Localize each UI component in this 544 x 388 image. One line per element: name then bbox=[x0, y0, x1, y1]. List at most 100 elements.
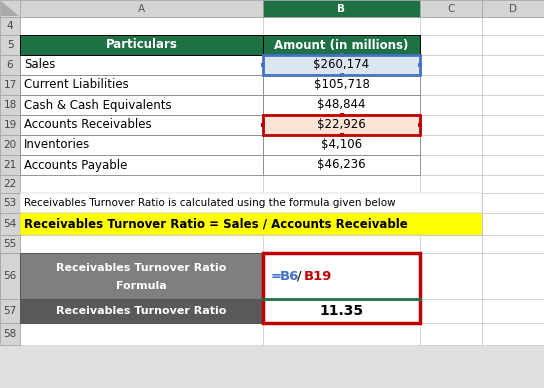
Bar bbox=[20, 115, 263, 135]
Text: 11.35: 11.35 bbox=[319, 304, 363, 318]
Bar bbox=[0, 299, 20, 323]
Polygon shape bbox=[1, 1, 19, 16]
Bar bbox=[20, 135, 263, 155]
Bar bbox=[261, 63, 265, 67]
Bar bbox=[482, 235, 544, 253]
Bar bbox=[263, 253, 420, 299]
Bar bbox=[20, 299, 263, 323]
Bar bbox=[20, 213, 482, 235]
Bar bbox=[339, 73, 343, 77]
Bar bbox=[420, 213, 482, 235]
Bar bbox=[420, 155, 482, 175]
Text: 19: 19 bbox=[3, 120, 17, 130]
Text: $46,236: $46,236 bbox=[317, 159, 366, 171]
Bar bbox=[420, 175, 482, 193]
Text: $48,844: $48,844 bbox=[317, 99, 366, 111]
Bar bbox=[420, 193, 482, 213]
Bar bbox=[339, 133, 343, 137]
Bar bbox=[263, 135, 420, 155]
Bar bbox=[0, 115, 20, 135]
Bar bbox=[482, 213, 544, 235]
Text: $105,718: $105,718 bbox=[313, 78, 369, 92]
Bar bbox=[482, 253, 544, 299]
Bar bbox=[20, 155, 263, 175]
Text: $260,174: $260,174 bbox=[313, 59, 369, 71]
Bar bbox=[420, 75, 482, 95]
Bar bbox=[0, 253, 20, 299]
Text: 22: 22 bbox=[3, 179, 17, 189]
Bar bbox=[339, 53, 343, 57]
Bar bbox=[263, 75, 420, 95]
Bar bbox=[482, 0, 544, 17]
Text: 5: 5 bbox=[7, 40, 13, 50]
Bar bbox=[20, 323, 263, 345]
Text: B6: B6 bbox=[280, 270, 299, 282]
Text: Accounts Receivables: Accounts Receivables bbox=[24, 118, 152, 132]
Bar bbox=[482, 193, 544, 213]
Bar bbox=[0, 17, 20, 35]
Bar bbox=[339, 113, 343, 117]
Text: 56: 56 bbox=[3, 271, 17, 281]
Bar bbox=[420, 253, 482, 299]
Bar bbox=[263, 55, 420, 75]
Bar bbox=[263, 17, 420, 35]
Bar bbox=[420, 55, 482, 75]
Bar bbox=[420, 0, 482, 17]
Bar bbox=[20, 0, 263, 17]
Bar bbox=[20, 17, 263, 35]
Text: 21: 21 bbox=[3, 160, 17, 170]
Text: Cash & Cash Equivalents: Cash & Cash Equivalents bbox=[24, 99, 171, 111]
Bar bbox=[482, 299, 544, 323]
Text: =: = bbox=[271, 270, 282, 282]
Bar bbox=[0, 135, 20, 155]
Bar bbox=[0, 55, 20, 75]
Text: /: / bbox=[297, 270, 301, 282]
Bar bbox=[420, 135, 482, 155]
Bar bbox=[20, 193, 482, 213]
Bar bbox=[0, 253, 20, 299]
Bar bbox=[482, 135, 544, 155]
Bar bbox=[0, 95, 20, 115]
Bar bbox=[263, 115, 420, 135]
Bar bbox=[263, 235, 420, 253]
Bar bbox=[263, 323, 420, 345]
Bar bbox=[0, 75, 20, 95]
Bar bbox=[0, 213, 20, 235]
Text: Current Liabilities: Current Liabilities bbox=[24, 78, 129, 92]
Bar bbox=[263, 0, 420, 17]
Text: Amount (in millions): Amount (in millions) bbox=[274, 38, 409, 52]
Text: Receivables Turnover Ratio = Sales / Accounts Receivable: Receivables Turnover Ratio = Sales / Acc… bbox=[24, 218, 408, 230]
Text: 17: 17 bbox=[3, 80, 17, 90]
Text: Inventories: Inventories bbox=[24, 139, 90, 151]
Text: 4: 4 bbox=[7, 21, 13, 31]
Bar bbox=[482, 17, 544, 35]
Text: C: C bbox=[447, 3, 455, 14]
Text: 18: 18 bbox=[3, 100, 17, 110]
Bar bbox=[420, 299, 482, 323]
Text: 6: 6 bbox=[7, 60, 13, 70]
Bar bbox=[263, 155, 420, 175]
Bar bbox=[482, 35, 544, 55]
Bar bbox=[0, 193, 20, 213]
Bar bbox=[0, 175, 20, 193]
Bar bbox=[482, 115, 544, 135]
Text: Accounts Payable: Accounts Payable bbox=[24, 159, 127, 171]
Bar bbox=[263, 35, 420, 55]
Bar bbox=[420, 323, 482, 345]
Bar bbox=[20, 95, 263, 115]
Text: Receivables Turnover Ratio is calculated using the formula given below: Receivables Turnover Ratio is calculated… bbox=[24, 198, 395, 208]
Bar bbox=[482, 155, 544, 175]
Bar bbox=[420, 115, 482, 135]
Bar bbox=[263, 253, 420, 323]
Text: Sales: Sales bbox=[24, 59, 55, 71]
Bar bbox=[0, 155, 20, 175]
Text: A: A bbox=[138, 3, 145, 14]
Bar bbox=[482, 55, 544, 75]
Text: B: B bbox=[337, 3, 345, 14]
Bar bbox=[261, 123, 265, 127]
Bar bbox=[482, 75, 544, 95]
Text: B19: B19 bbox=[304, 270, 332, 282]
Text: 54: 54 bbox=[3, 219, 17, 229]
Bar bbox=[420, 95, 482, 115]
Bar bbox=[0, 235, 20, 253]
